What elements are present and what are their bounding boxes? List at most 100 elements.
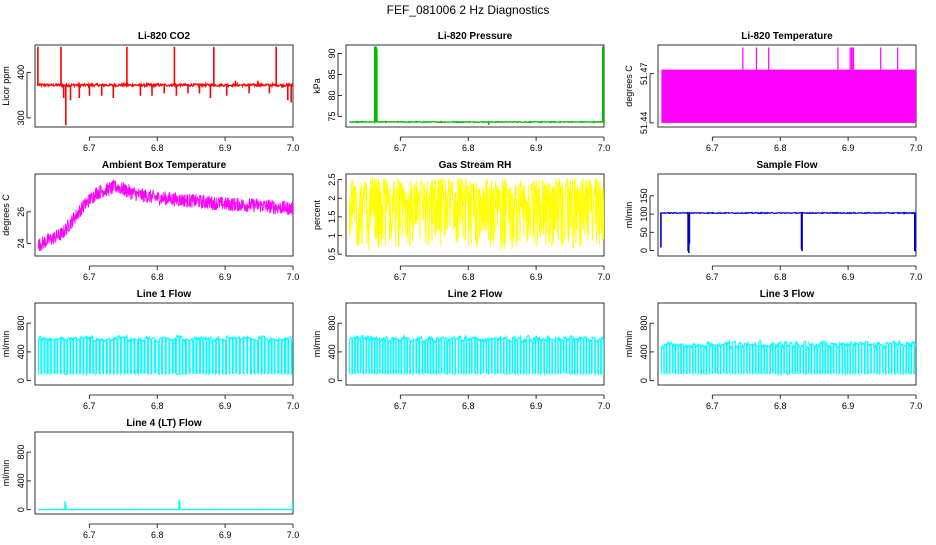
data-series <box>660 339 916 376</box>
x-tick-label: 6.9 <box>219 272 232 282</box>
x-tick-label: 6.9 <box>530 143 543 153</box>
y-tick-label: 300 <box>16 110 26 125</box>
x-tick-label: 7.0 <box>287 143 300 153</box>
y-tick-label: 400 <box>639 344 649 359</box>
series-line <box>348 46 604 125</box>
series-line <box>38 499 293 511</box>
chart-panel: Line 2 Flow ml/min 6.7 6.8 6.9 7.0 0 400 800 <box>312 289 610 411</box>
x-tick-label: 6.9 <box>219 143 232 153</box>
x-tick-label: 7.0 <box>598 272 611 282</box>
y-axis-label: ml/min <box>1 331 11 358</box>
y-tick-label: 2 <box>327 196 337 201</box>
y-tick-label: 400 <box>16 344 26 359</box>
x-tick-label: 6.8 <box>774 272 787 282</box>
data-series <box>661 47 916 123</box>
x-tick-label: 6.9 <box>219 530 232 540</box>
y-tick-label: 0.5 <box>327 248 337 261</box>
x-tick-label: 6.7 <box>706 401 719 411</box>
x-tick-label: 7.0 <box>287 530 300 540</box>
x-tick-label: 7.0 <box>287 401 300 411</box>
x-tick-label: 6.8 <box>151 530 164 540</box>
series-line <box>348 177 604 250</box>
x-tick-label: 7.0 <box>287 272 300 282</box>
y-tick-label: 85 <box>327 69 337 79</box>
series-line <box>348 333 604 377</box>
data-series <box>348 333 604 377</box>
x-tick-label: 7.0 <box>598 401 611 411</box>
x-tick-label: 6.7 <box>394 272 407 282</box>
y-tick-label: 51.47 <box>639 62 649 85</box>
x-tick-label: 6.9 <box>530 401 543 411</box>
y-axis-label: ml/min <box>1 460 11 487</box>
chart-panel: Li-820 Temperature degrees C 6.7 6.8 6.9 7.0 5… <box>624 31 922 153</box>
data-series <box>37 179 293 252</box>
chart-panel: Line 1 Flow ml/min 6.7 6.8 6.9 7.0 0 400 800 <box>1 289 299 411</box>
data-series <box>37 333 293 381</box>
chart-panel: Gas Stream RH percent 6.7 6.8 6.9 7.0 0.5 1 1.5 2… <box>312 160 610 282</box>
data-series <box>660 211 916 253</box>
y-tick-label: 1 <box>327 233 337 238</box>
data-series <box>37 46 293 126</box>
x-tick-label: 7.0 <box>598 143 611 153</box>
y-tick-label: 2.5 <box>327 173 337 186</box>
plot-frame <box>34 173 294 257</box>
x-tick-label: 6.7 <box>83 143 96 153</box>
y-tick-label: 0 <box>327 378 337 383</box>
x-tick-label: 6.7 <box>706 272 719 282</box>
plot-frame <box>657 173 917 257</box>
chart-panel: Li-820 CO2 Licor ppm 6.7 6.8 6.9 7.0 300 400 <box>1 31 299 153</box>
y-tick-label: 400 <box>16 65 26 80</box>
panel-title: Sample Flow <box>756 160 817 171</box>
y-tick-label: 800 <box>639 316 649 331</box>
panel-title: Line 1 Flow <box>137 289 192 300</box>
chart-panel: Sample Flow ml/min 6.7 6.8 6.9 7.0 0 50 100 150 <box>624 160 922 282</box>
y-tick-label: 51.44 <box>639 112 649 135</box>
x-tick-label: 7.0 <box>910 401 923 411</box>
x-tick-label: 6.8 <box>774 143 787 153</box>
panel-title: Li-820 Pressure <box>438 31 513 42</box>
y-tick-label: 400 <box>16 473 26 488</box>
panel-title: Gas Stream RH <box>439 160 512 171</box>
y-axis-label: ml/min <box>312 331 322 358</box>
plot-frame <box>34 431 294 515</box>
plot-frame <box>34 44 294 128</box>
y-tick-label: 800 <box>16 316 26 331</box>
x-tick-label: 6.7 <box>394 143 407 153</box>
series-line <box>37 46 293 126</box>
y-tick-label: 400 <box>327 344 337 359</box>
x-tick-label: 6.7 <box>394 401 407 411</box>
y-tick-label: 800 <box>327 316 337 331</box>
x-tick-label: 6.8 <box>462 143 475 153</box>
series-line <box>660 339 916 376</box>
y-axis-label: Licor ppm <box>1 66 11 106</box>
panel-title: Line 2 Flow <box>448 289 503 300</box>
x-tick-label: 6.8 <box>151 272 164 282</box>
y-tick-label: 80 <box>327 90 337 100</box>
x-tick-label: 6.8 <box>462 401 475 411</box>
series-line <box>37 333 293 377</box>
y-tick-label: 90 <box>327 48 337 58</box>
x-tick-label: 6.7 <box>83 272 96 282</box>
y-tick-label: 75 <box>327 111 337 121</box>
data-series <box>348 177 604 250</box>
x-tick-label: 6.7 <box>83 530 96 540</box>
x-tick-label: 6.8 <box>151 401 164 411</box>
y-axis-label: degrees C <box>624 65 634 107</box>
panel-title: Li-820 Temperature <box>741 31 833 42</box>
y-axis-label: ml/min <box>624 331 634 358</box>
y-axis-label: degrees C <box>1 194 11 236</box>
y-tick-label: 24 <box>16 238 26 248</box>
x-tick-label: 6.8 <box>462 272 475 282</box>
flow-gap <box>64 336 68 381</box>
y-tick-label: 150 <box>639 188 649 203</box>
data-series <box>38 499 293 511</box>
panel-title: Line 3 Flow <box>760 289 815 300</box>
x-tick-label: 7.0 <box>910 272 923 282</box>
x-tick-label: 6.9 <box>530 272 543 282</box>
y-axis-label: kPa <box>312 78 322 94</box>
x-tick-label: 6.9 <box>842 401 855 411</box>
x-tick-label: 6.9 <box>842 272 855 282</box>
x-tick-label: 6.9 <box>219 401 232 411</box>
x-tick-label: 6.9 <box>842 143 855 153</box>
